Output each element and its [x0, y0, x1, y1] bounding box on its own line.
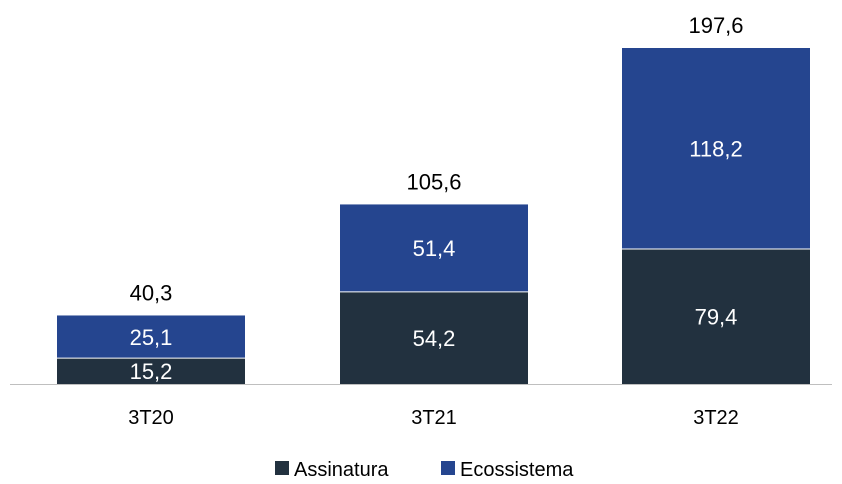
bar-ecossistema-3t22	[622, 48, 810, 249]
labels-layer: 15,2 25,1 40,3 3T20 54,2 51,4 105,6 3T21 79,4 118…	[128, 13, 743, 429]
total-label-3t21: 105,6	[406, 169, 461, 194]
legend-label-ecossistema: Ecossistema	[460, 459, 574, 479]
bar-assinatura-3t22	[622, 248, 810, 384]
total-label-3t20: 40,3	[130, 280, 173, 305]
legend-label-assinatura: Assinatura	[294, 459, 389, 479]
total-label-3t22: 197,6	[688, 13, 743, 38]
bar-ecossistema-3t20	[57, 315, 245, 359]
data-label-assinatura-3t20: 15,2	[130, 359, 173, 384]
category-label-3t20: 3T20	[128, 407, 174, 429]
bars-layer	[57, 48, 810, 384]
data-label-assinatura-3t22: 79,4	[695, 304, 738, 329]
bar-ecossistema-3t21	[340, 204, 528, 292]
category-label-3t21: 3T21	[411, 407, 457, 429]
data-label-ecossistema-3t21: 51,4	[413, 236, 456, 261]
data-label-ecossistema-3t20: 25,1	[130, 325, 173, 350]
legend-swatch-ecossistema	[441, 461, 455, 475]
data-label-ecossistema-3t22: 118,2	[689, 136, 742, 161]
legend: Assinatura Ecossistema	[275, 459, 574, 481]
bar-assinatura-3t20	[57, 358, 245, 384]
legend-swatch-assinatura	[275, 461, 289, 475]
category-label-3t22: 3T22	[693, 407, 739, 429]
bar-assinatura-3t21	[340, 291, 528, 384]
data-label-assinatura-3t21: 54,2	[413, 326, 456, 351]
